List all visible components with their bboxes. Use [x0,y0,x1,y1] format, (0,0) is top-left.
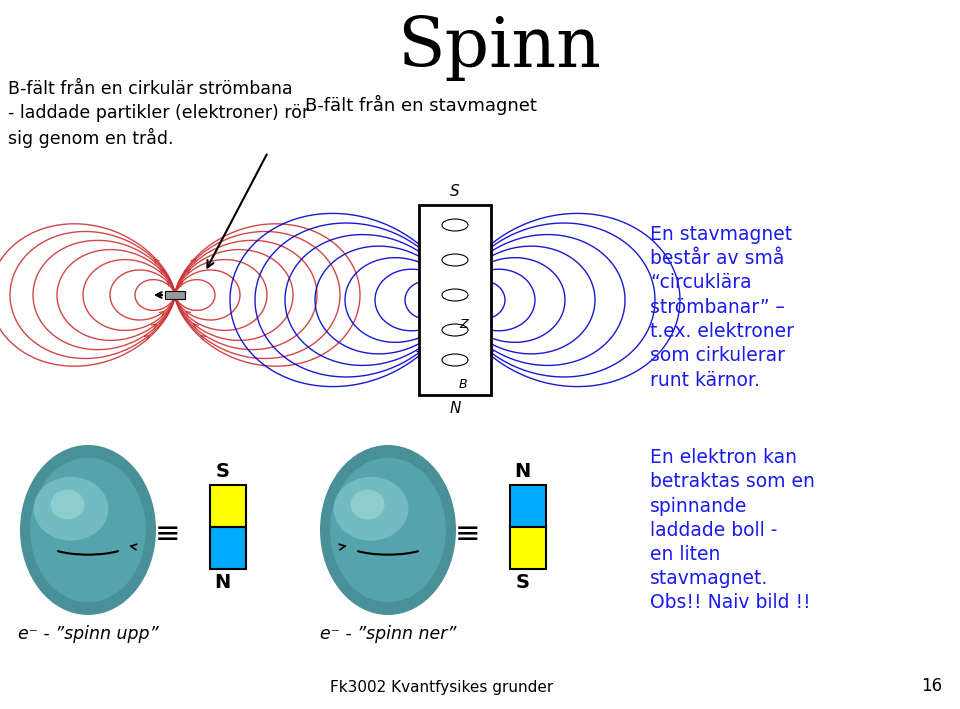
Text: B: B [459,379,468,391]
Bar [510,527,546,569]
Ellipse shape [30,458,146,602]
Text: ≡: ≡ [455,520,481,549]
Ellipse shape [350,490,385,520]
Text: Fk3002 Kvantfysikes grunder: Fk3002 Kvantfysikes grunder [330,680,553,695]
Text: Z: Z [459,318,468,332]
Text: B-fält från en stavmagnet: B-fält från en stavmagnet [305,95,537,115]
Text: N: N [449,401,461,416]
Ellipse shape [51,490,84,520]
Text: S: S [450,184,460,199]
Text: ≡: ≡ [156,520,180,549]
Text: En elektron kan
betraktas som en
spinnande
laddade boll -
en liten
stavmagnet.
O: En elektron kan betraktas som en spinnan… [650,448,815,613]
Text: N: N [214,573,230,592]
Bar [210,485,246,527]
Text: En stavmagnet
består av små
“circuklära
strömbanar” –
t.ex. elektroner
som cirku: En stavmagnet består av små “circuklära … [650,225,794,389]
Bar [210,527,246,569]
Bar [419,205,491,395]
Text: B-fält från en cirkulär strömbana
- laddade partikler (elektroner) rör
sig genom: B-fält från en cirkulär strömbana - ladd… [8,80,309,148]
Ellipse shape [20,445,156,615]
Ellipse shape [334,477,408,541]
Text: 16: 16 [921,677,942,695]
Ellipse shape [330,458,445,602]
Text: e⁻ - ”spinn upp”: e⁻ - ”spinn upp” [17,625,158,643]
Text: e⁻ - ”spinn ner”: e⁻ - ”spinn ner” [320,625,456,643]
Text: Spinn: Spinn [397,15,601,81]
Ellipse shape [34,477,108,541]
Bar [165,291,185,299]
Text: S: S [216,462,230,481]
Bar [510,485,546,527]
Text: S: S [516,573,530,592]
Ellipse shape [320,445,456,615]
Text: N: N [514,462,530,481]
